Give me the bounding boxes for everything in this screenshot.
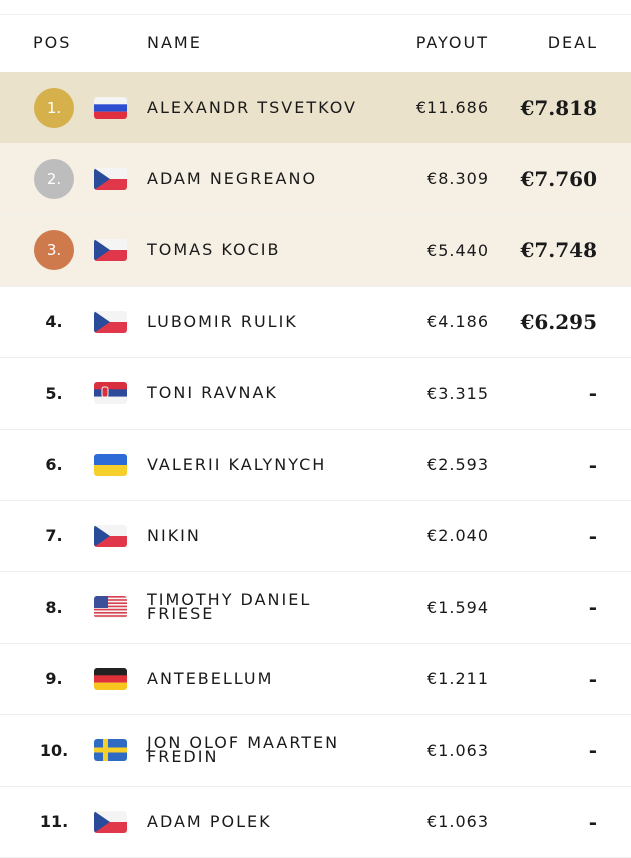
position: 5. bbox=[45, 383, 63, 403]
separator bbox=[0, 14, 631, 15]
flag-icon bbox=[94, 715, 128, 786]
flag-icon bbox=[94, 429, 128, 500]
player-name: ALEXANDR TSVETKOV bbox=[147, 97, 357, 117]
medal: 2. bbox=[34, 158, 74, 199]
flag-icon bbox=[94, 143, 128, 214]
deal: - bbox=[588, 809, 597, 834]
deal: - bbox=[588, 738, 597, 763]
player-name: TOMAS KOCIB bbox=[147, 240, 281, 260]
player-name: VALERII KALYNYCH bbox=[147, 454, 327, 474]
deal: - bbox=[588, 595, 597, 620]
position: 10. bbox=[39, 740, 69, 760]
payout: €4.186 bbox=[427, 312, 489, 332]
header-payout: PAYOUT bbox=[415, 33, 489, 52]
player-name: TIMOTHY DANIEL FRIESE bbox=[147, 590, 312, 624]
header-pos: POS bbox=[33, 33, 72, 52]
medal: 3. bbox=[34, 230, 74, 271]
flag-icon bbox=[94, 358, 128, 429]
payout: €2.593 bbox=[427, 455, 489, 474]
payout: €1.211 bbox=[427, 669, 489, 689]
table-row: 1. ALEXANDR TSVETKOV €11.686 €7.818 bbox=[0, 72, 631, 144]
position: 6. bbox=[45, 455, 63, 474]
player-name: ANTEBELLUM bbox=[147, 668, 274, 688]
table-row: 4. LUBOMIR RULIK €4.186 €6.295 bbox=[0, 286, 631, 359]
deal: - bbox=[588, 666, 597, 691]
payout: €1.063 bbox=[427, 740, 489, 760]
payout: €1.063 bbox=[427, 812, 489, 831]
position: 3. bbox=[30, 215, 78, 286]
player-name: ADAM NEGREANO bbox=[147, 168, 318, 188]
payout: €5.440 bbox=[427, 240, 489, 260]
medal: 1. bbox=[34, 87, 74, 128]
deal: €6.295 bbox=[520, 309, 597, 334]
deal: - bbox=[588, 381, 597, 406]
position: 7. bbox=[45, 526, 63, 546]
deal: €7.818 bbox=[520, 95, 597, 120]
position: 11. bbox=[39, 812, 69, 831]
payout: €3.315 bbox=[427, 383, 489, 403]
flag-icon bbox=[94, 643, 128, 714]
table-row: 3. TOMAS KOCIB €5.440 €7.748 bbox=[0, 214, 631, 287]
deal: €7.760 bbox=[520, 166, 597, 191]
position: 8. bbox=[45, 597, 63, 617]
position: 1. bbox=[30, 72, 78, 143]
table-row: 2. ADAM NEGREANO €8.309 €7.760 bbox=[0, 143, 631, 216]
header-deal: DEAL bbox=[547, 33, 598, 52]
table-row: 8. TIMOTHY DANIEL FRIESE €1.594 - bbox=[0, 572, 631, 644]
table-row: 9. ANTEBELLUM €1.211 - bbox=[0, 643, 631, 716]
player-name: ADAM POLEK bbox=[147, 811, 272, 831]
payout: €8.309 bbox=[427, 169, 489, 189]
position: 9. bbox=[45, 669, 63, 689]
payout: €1.594 bbox=[427, 597, 489, 617]
player-name: TONI RAVNAK bbox=[147, 383, 278, 403]
payout: €2.040 bbox=[427, 526, 489, 546]
table-row: 5. TONI RAVNAK €3.315 - bbox=[0, 358, 631, 430]
position: 2. bbox=[30, 143, 78, 214]
player-name: LUBOMIR RULIK bbox=[147, 311, 298, 331]
deal: €7.748 bbox=[520, 238, 597, 263]
flag-icon bbox=[94, 72, 128, 143]
header-name: NAME bbox=[147, 33, 202, 52]
payout: €11.686 bbox=[415, 98, 489, 117]
page: POS NAME PAYOUT DEAL 1. ALEXANDR TSVETKOV… bbox=[0, 14, 631, 858]
player-name: NIKIN bbox=[147, 525, 201, 545]
table-row: 6. VALERII KALYNYCH €2.593 - bbox=[0, 429, 631, 501]
flag-icon bbox=[94, 572, 128, 643]
position: 4. bbox=[45, 312, 63, 332]
flag-icon bbox=[94, 215, 128, 286]
deal: - bbox=[588, 452, 597, 477]
flag-icon bbox=[94, 786, 128, 857]
table-row: 7. NIKIN €2.040 - bbox=[0, 500, 631, 573]
player-name: JON OLOF MAARTEN FREDIN bbox=[147, 733, 340, 767]
flag-icon bbox=[94, 286, 128, 357]
table-row: 10. JON OLOF MAARTEN FREDIN €1.063 - bbox=[0, 715, 631, 787]
flag-icon bbox=[94, 500, 128, 571]
table-row: 11. ADAM POLEK €1.063 - bbox=[0, 786, 631, 858]
deal: - bbox=[588, 523, 597, 548]
